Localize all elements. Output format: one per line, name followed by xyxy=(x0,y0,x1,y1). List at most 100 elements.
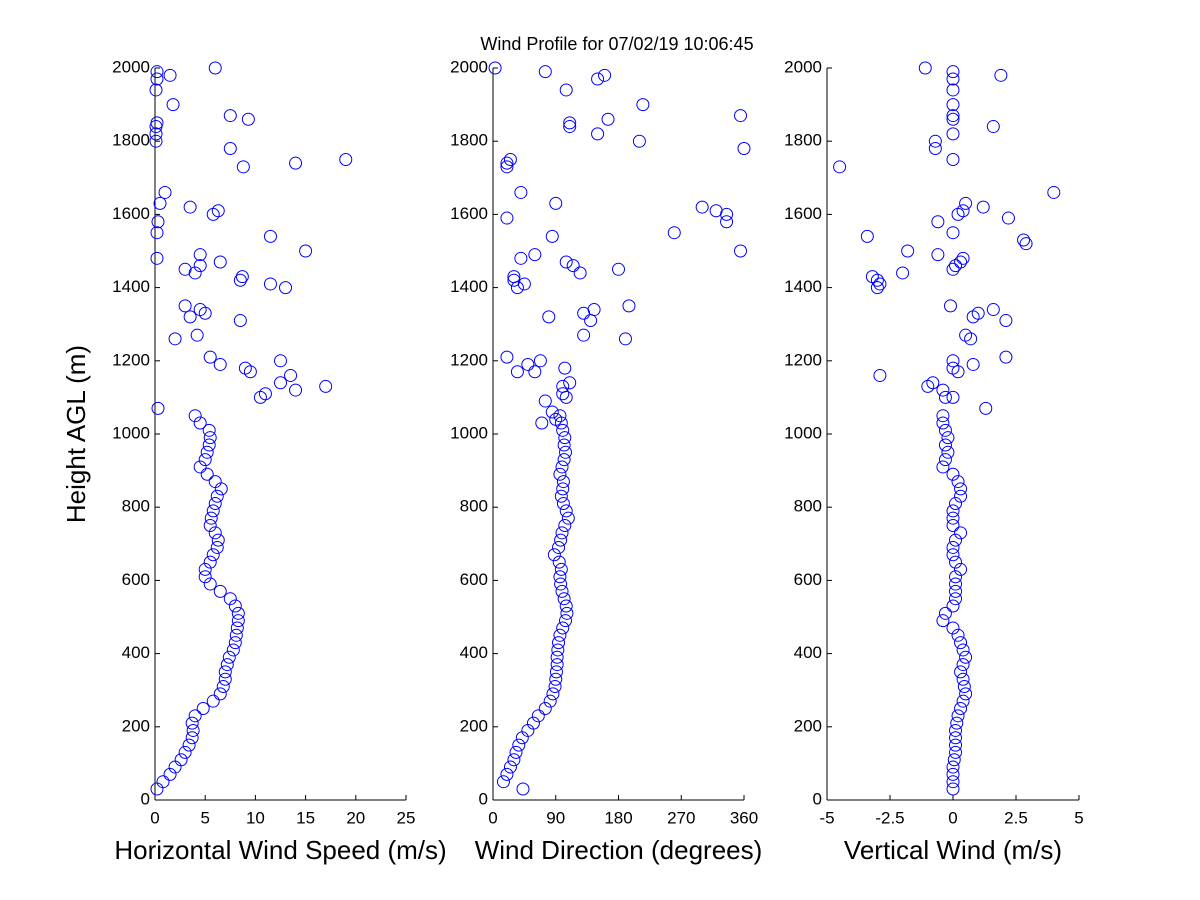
point xyxy=(206,548,220,562)
point xyxy=(601,112,615,126)
point xyxy=(563,376,577,390)
point xyxy=(163,68,177,82)
point xyxy=(986,303,1000,317)
point xyxy=(542,310,556,324)
point xyxy=(531,709,545,723)
point xyxy=(500,156,514,170)
y-tick-label: 1200 xyxy=(112,350,150,369)
point xyxy=(150,251,164,265)
point xyxy=(951,628,965,642)
point xyxy=(200,467,214,481)
point xyxy=(946,153,960,166)
point xyxy=(549,412,563,426)
point xyxy=(870,273,884,287)
point xyxy=(210,540,224,554)
y-tick-label: 2000 xyxy=(784,57,822,76)
point xyxy=(957,680,971,694)
point xyxy=(188,709,202,723)
point xyxy=(231,606,245,620)
x-tick-label: 2.5 xyxy=(1004,808,1028,827)
point xyxy=(210,489,224,503)
x-tick-label: 5 xyxy=(1074,808,1083,827)
point xyxy=(554,489,568,503)
point xyxy=(168,332,182,346)
point xyxy=(931,215,945,229)
x-tick-label: 0 xyxy=(488,808,497,827)
point xyxy=(949,497,963,511)
point xyxy=(158,185,172,199)
point xyxy=(223,142,237,156)
point xyxy=(928,142,942,156)
point xyxy=(956,658,970,672)
point xyxy=(213,255,227,269)
point xyxy=(557,592,571,606)
point xyxy=(547,548,561,562)
point xyxy=(319,379,333,393)
point xyxy=(208,61,222,75)
point xyxy=(228,636,242,650)
point xyxy=(949,533,963,547)
point xyxy=(545,405,559,419)
point xyxy=(211,204,225,218)
point xyxy=(211,533,225,547)
point xyxy=(946,127,960,141)
point xyxy=(918,61,932,75)
point xyxy=(512,738,526,752)
point xyxy=(204,511,218,525)
point xyxy=(959,196,973,210)
point xyxy=(156,775,170,789)
point xyxy=(514,185,528,199)
point xyxy=(236,160,250,174)
point xyxy=(198,306,212,320)
point xyxy=(946,98,960,112)
point xyxy=(228,599,242,613)
point xyxy=(552,540,566,554)
point xyxy=(500,211,514,225)
point xyxy=(222,650,236,664)
point xyxy=(208,526,222,540)
point xyxy=(193,248,207,262)
point xyxy=(956,694,970,708)
point xyxy=(289,383,303,397)
point xyxy=(198,453,212,467)
point xyxy=(946,540,960,554)
point xyxy=(994,68,1008,82)
x-tick-label: 20 xyxy=(346,808,365,827)
point xyxy=(591,72,605,86)
y-tick-label: 200 xyxy=(122,716,150,735)
point xyxy=(149,134,163,148)
point xyxy=(208,475,222,489)
point xyxy=(229,628,243,642)
point xyxy=(954,562,968,576)
point xyxy=(979,401,993,415)
point xyxy=(241,112,255,126)
point xyxy=(559,255,573,269)
point xyxy=(188,409,202,423)
point xyxy=(553,467,567,481)
point xyxy=(166,98,180,112)
point xyxy=(949,577,963,591)
point xyxy=(556,482,570,496)
point xyxy=(946,354,960,368)
point xyxy=(193,460,207,474)
point xyxy=(938,423,952,437)
point xyxy=(503,153,517,166)
point xyxy=(928,134,942,148)
point xyxy=(556,387,570,401)
point xyxy=(556,621,570,635)
point xyxy=(185,731,199,745)
point xyxy=(946,390,960,404)
point xyxy=(526,716,540,730)
point xyxy=(258,387,272,401)
point xyxy=(231,614,245,628)
point xyxy=(946,83,960,97)
point xyxy=(198,570,212,584)
point xyxy=(151,215,165,229)
point xyxy=(954,526,968,540)
point xyxy=(206,504,220,518)
point xyxy=(833,160,847,174)
y-tick-label: 600 xyxy=(794,570,822,589)
point xyxy=(223,592,237,606)
point xyxy=(548,680,562,694)
point xyxy=(500,350,514,364)
